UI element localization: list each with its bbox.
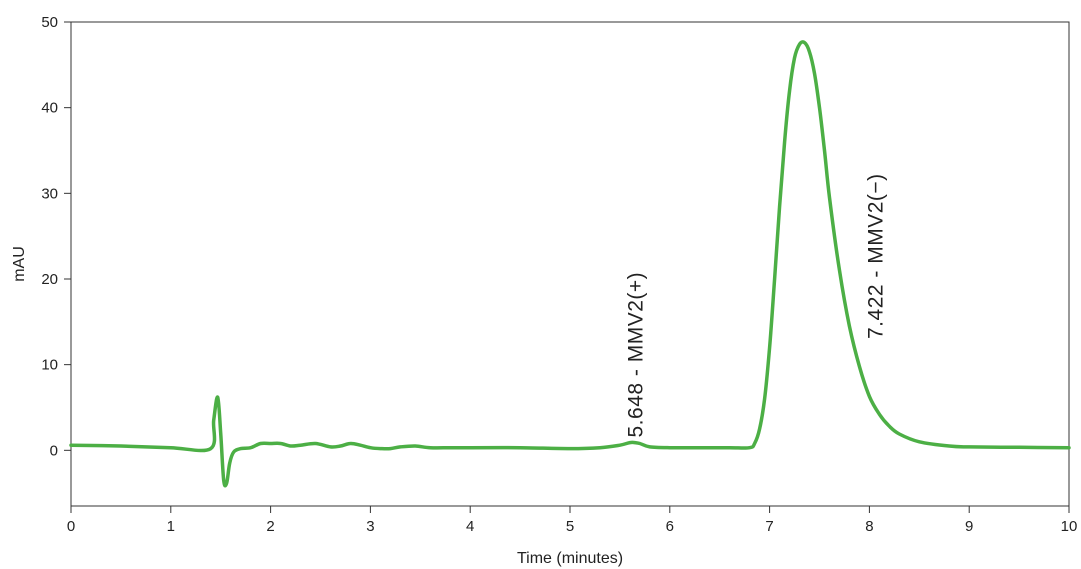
x-tick-label: 2 [266,518,274,535]
x-tick-label: 6 [666,518,674,535]
peak-label-1: 5.648 - MMV2(+) [625,272,648,438]
y-tick-label: 30 [41,185,58,202]
x-tick-label: 10 [1061,518,1078,535]
x-axis-label: Time (minutes) [517,550,623,567]
peak-label-2: 7.422 - MMV2(−) [864,173,887,339]
y-tick-label: 10 [41,357,58,374]
x-tick-label: 8 [865,518,873,535]
x-tick-label: 0 [67,518,75,535]
x-tick-label: 4 [466,518,474,535]
x-tick-label: 3 [366,518,374,535]
y-tick-label: 50 [41,14,58,31]
y-tick-label: 40 [41,100,58,117]
y-axis-label: mAU [11,246,28,282]
x-tick-label: 5 [566,518,574,535]
x-tick-label: 1 [167,518,175,535]
y-tick-label: 0 [50,442,58,459]
x-tick-label: 9 [965,518,973,535]
y-tick-label: 20 [41,271,58,288]
x-tick-label: 7 [765,518,773,535]
series-line [69,40,1071,488]
